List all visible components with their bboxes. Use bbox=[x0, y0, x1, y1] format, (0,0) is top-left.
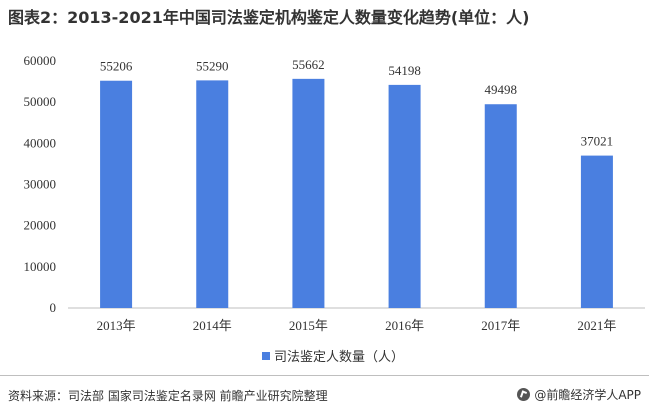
data-label: 55290 bbox=[196, 58, 229, 73]
data-label: 55662 bbox=[292, 57, 325, 72]
x-tick-label: 2014年 bbox=[193, 318, 232, 333]
x-tick-label: 2013年 bbox=[97, 318, 136, 333]
x-tick-label: 2017年 bbox=[481, 318, 520, 333]
x-tick-label: 2021年 bbox=[577, 318, 616, 333]
bar bbox=[484, 104, 517, 308]
source-note: 资料来源：司法部 国家司法鉴定名录网 前瞻产业研究院整理 bbox=[8, 389, 328, 403]
x-tick-label: 2015年 bbox=[289, 318, 328, 333]
legend-swatch bbox=[262, 352, 270, 360]
data-label: 55206 bbox=[100, 59, 133, 74]
bar bbox=[580, 155, 613, 308]
footer: 资料来源：司法部 国家司法鉴定名录网 前瞻产业研究院整理 @前瞻经济学人APP bbox=[0, 375, 649, 414]
bar bbox=[388, 84, 421, 308]
y-tick-label: 0 bbox=[50, 300, 57, 315]
data-labels: 55206 55290 55662 54198 49498 37021 bbox=[100, 57, 613, 149]
bar bbox=[196, 80, 229, 309]
brand: @前瞻经济学人APP bbox=[517, 386, 641, 403]
legend: 司法鉴定人数量（人） bbox=[262, 349, 404, 364]
y-tick-label: 30000 bbox=[24, 177, 57, 192]
x-axis: 2013年 2014年 2015年 2016年 2017年 2021年 bbox=[97, 318, 617, 333]
data-label: 54198 bbox=[388, 63, 421, 78]
x-tick-label: 2016年 bbox=[385, 318, 424, 333]
data-label: 49498 bbox=[485, 82, 518, 97]
y-tick-label: 40000 bbox=[24, 135, 57, 150]
y-axis: 0 10000 20000 30000 40000 50000 60000 bbox=[24, 53, 57, 315]
bar bbox=[292, 78, 325, 309]
brand-logo-icon bbox=[517, 388, 531, 401]
y-tick-label: 10000 bbox=[24, 259, 57, 274]
chart-title: 图表2：2013-2021年中国司法鉴定机构鉴定人数量变化趋势(单位：人) bbox=[8, 8, 530, 27]
data-label: 37021 bbox=[581, 134, 614, 149]
y-tick-label: 50000 bbox=[24, 94, 57, 109]
y-tick-label: 20000 bbox=[24, 218, 57, 233]
brand-text: @前瞻经济学人APP bbox=[534, 388, 641, 402]
bars bbox=[100, 78, 613, 309]
legend-label: 司法鉴定人数量（人） bbox=[274, 349, 404, 364]
y-tick-label: 60000 bbox=[24, 53, 57, 68]
bar bbox=[100, 80, 133, 309]
